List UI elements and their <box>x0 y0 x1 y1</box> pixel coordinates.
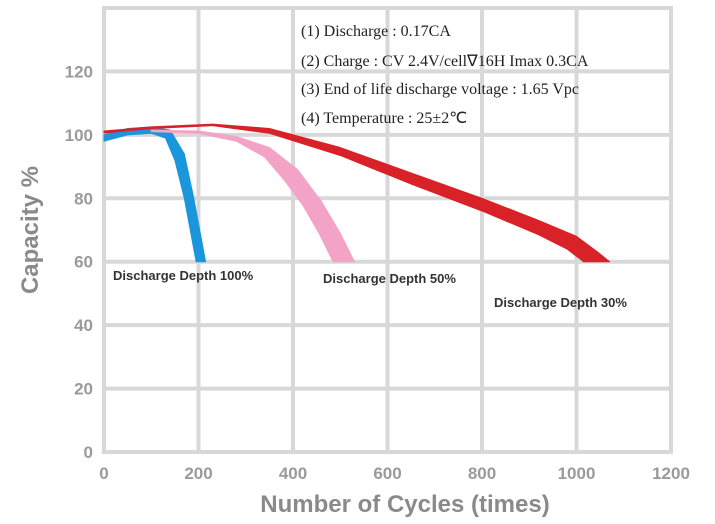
x-tick-label: 400 <box>279 464 307 483</box>
grid-lines <box>102 6 673 454</box>
note-discharge: (1) Discharge : 0.17CA <box>301 23 451 40</box>
y-tick-label: 60 <box>74 253 93 272</box>
x-tick-label: 1000 <box>558 464 596 483</box>
x-axis-title: Number of Cycles (times) <box>260 491 549 518</box>
y-tick-label: 40 <box>74 316 93 335</box>
y-tick-label: 100 <box>65 126 93 145</box>
y-tick-label: 0 <box>84 443 93 462</box>
series-band <box>150 129 355 263</box>
x-tick-label: 0 <box>99 464 108 483</box>
series-band <box>103 126 207 263</box>
series-layer <box>103 123 611 263</box>
series-label: Discharge Depth 30% <box>494 295 627 310</box>
series-label: Discharge Depth 100% <box>113 268 254 283</box>
note-temperature: (4) Temperature : 25±2℃ <box>301 110 467 127</box>
tick-labels: 0 200 400 600 800 1000 1200 0 20 40 60 80 100 120 <box>65 62 690 483</box>
note-end-voltage: (3) End of life discharge voltage : 1.65… <box>301 81 579 98</box>
series-band <box>103 123 611 263</box>
x-tick-label: 200 <box>184 464 212 483</box>
x-tick-label: 600 <box>373 464 401 483</box>
note-charge: (2) Charge : CV 2.4V/cell∇16H Imax 0.3CA <box>301 53 589 70</box>
y-axis-title: Capacity % <box>17 166 44 294</box>
y-tick-label: 20 <box>74 380 93 399</box>
x-tick-label: 1200 <box>652 464 690 483</box>
condition-notes: (1) Discharge : 0.17CA (2) Charge : CV 2… <box>301 23 589 127</box>
series-label: Discharge Depth 50% <box>323 271 456 286</box>
x-tick-label: 800 <box>468 464 496 483</box>
y-tick-label: 120 <box>65 62 93 81</box>
y-tick-label: 80 <box>74 189 93 208</box>
series-labels: Discharge Depth 100% Discharge Depth 50% D… <box>113 268 627 310</box>
